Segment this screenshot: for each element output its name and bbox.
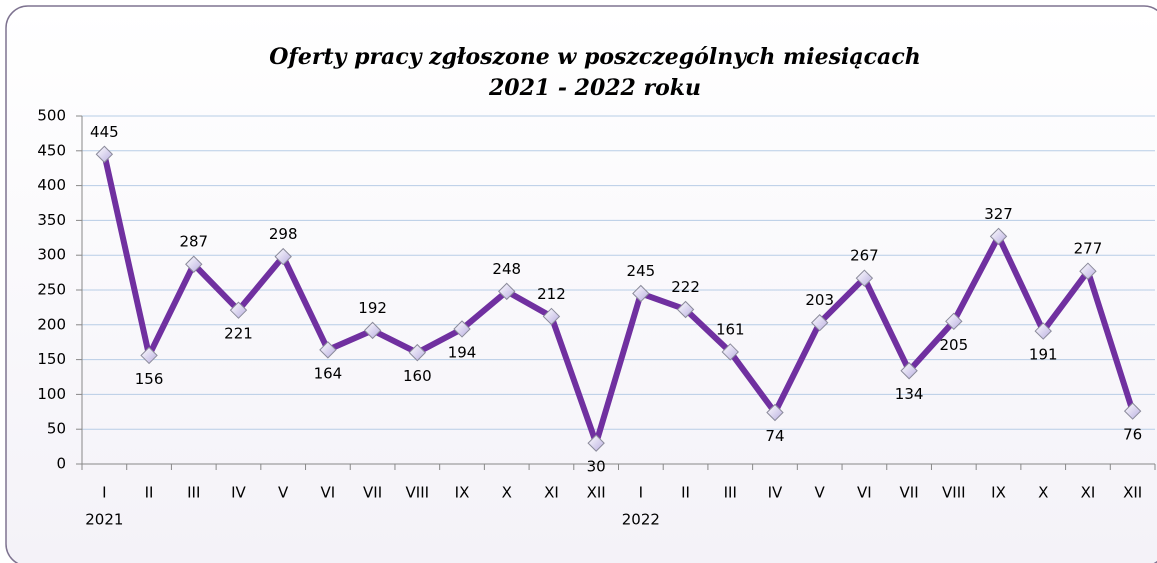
y-tick-label: 0 [56,455,66,473]
marker [632,284,650,303]
data-label: 203 [805,291,834,309]
x-group-label: 2021 [85,511,123,529]
marker [587,434,605,452]
chart-title: 2021 - 2022 roku [488,75,701,101]
marker [363,321,382,340]
marker [1123,402,1142,420]
y-tick-label: 50 [47,420,66,438]
data-label: 76 [1123,426,1142,444]
data-label: 445 [90,123,119,141]
data-label: 191 [1029,346,1058,364]
marker [989,227,1008,246]
x-tick-label: XI [544,484,559,502]
x-tick-label: III [724,484,737,502]
marker [229,301,248,319]
marker [140,346,158,365]
y-tick-label: 250 [37,281,66,299]
data-label: 298 [269,225,298,243]
data-label: 212 [537,285,566,303]
data-label: 327 [984,205,1013,223]
data-label: 221 [224,325,253,343]
x-tick-label: I [102,484,106,502]
x-tick-label: XII [587,484,606,502]
y-tick-label: 500 [37,107,66,125]
x-tick-label: IX [455,484,470,502]
x-tick-label: I [639,484,643,502]
data-label: 30 [587,458,606,476]
marker [1034,322,1052,340]
x-tick-label: V [278,484,289,502]
x-tick-label: VIII [942,484,966,502]
x-tick-label: VII [363,484,382,502]
data-label: 160 [403,367,432,385]
x-tick-label: VII [900,484,919,502]
y-tick-label: 100 [37,385,66,403]
x-tick-label: IV [231,484,246,502]
marker [945,312,963,331]
data-label: 267 [850,247,879,265]
data-label: 156 [135,370,164,388]
data-label: 248 [492,260,521,278]
x-tick-label: II [145,484,154,502]
marker [900,362,918,380]
x-tick-label: V [815,484,826,502]
data-label: 205 [939,336,968,354]
marker [274,247,292,266]
chart-title: Oferty pracy zgłoszone w poszczególnych … [269,44,920,70]
y-tick-label: 200 [37,315,66,333]
marker [1079,262,1097,280]
x-tick-label: VI [321,484,336,502]
marker [855,269,874,287]
data-label: 245 [627,262,656,280]
y-tick-label: 150 [37,350,66,368]
line [101,153,1136,447]
marker [408,343,427,362]
marker [810,314,829,332]
x-tick-label: IX [991,484,1006,502]
x-tick-label: III [187,484,200,502]
y-tick-label: 300 [37,246,66,264]
frame [5,5,1157,563]
marker [185,255,203,273]
x-tick-label: X [502,484,512,502]
marker [319,341,337,359]
x-tick-label: VIII [406,484,430,502]
data-label: 194 [448,343,477,361]
data-label: 164 [314,364,343,382]
x-group-label: 2022 [622,511,660,529]
x-tick-label: II [681,484,690,502]
marker [542,307,561,326]
y-tick-label: 400 [37,176,66,194]
data-label: 277 [1074,240,1103,258]
x-tick-label: X [1038,484,1048,502]
y-tick-label: 350 [37,211,66,229]
x-tick-label: XII [1123,484,1142,502]
marker [676,300,695,319]
data-label: 161 [716,320,745,338]
data-label: 222 [671,278,700,296]
y-tick-label: 450 [37,141,66,159]
marker [453,320,471,338]
data-label: 287 [179,233,208,251]
data-label: 74 [765,427,784,445]
x-tick-label: VI [857,484,872,502]
x-tick-label: XI [1081,484,1096,502]
data-label: 192 [358,299,387,317]
marker [766,403,784,422]
marker [721,343,739,361]
marker [95,145,114,163]
x-tick-label: IV [768,484,783,502]
data-label: 134 [895,385,924,403]
marker [498,282,516,301]
